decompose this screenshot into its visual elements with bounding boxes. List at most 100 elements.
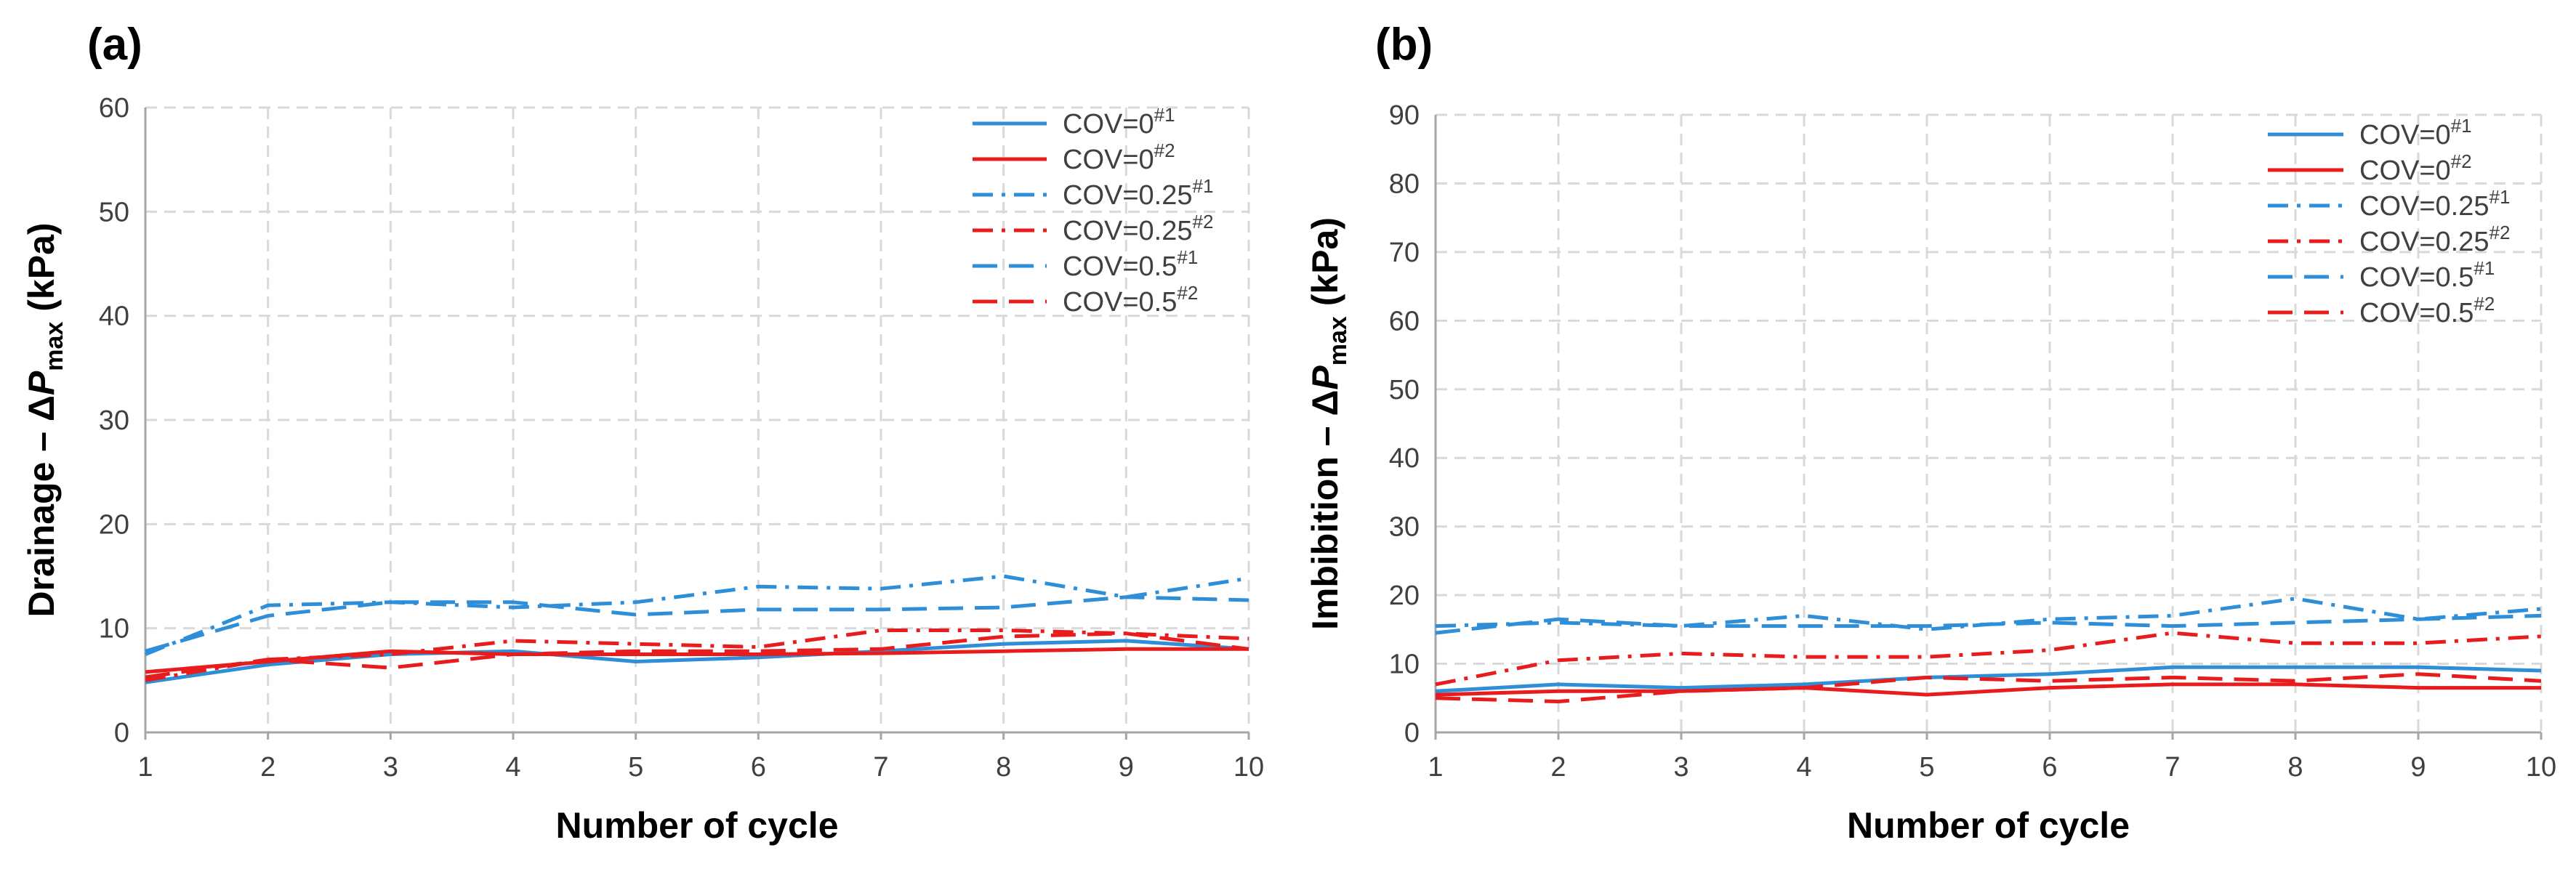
y-axis-title-subscript: max (1324, 316, 1352, 365)
x-tick-label: 8 (2287, 752, 2303, 783)
x-tick-label: 4 (505, 752, 520, 783)
x-tick-label: 2 (1550, 752, 1566, 783)
x-tick-label: 3 (1673, 752, 1689, 783)
y-tick-label: 60 (1389, 306, 1420, 336)
legend-entry: COV=0.5#1 (2359, 257, 2495, 293)
x-tick-label: 3 (383, 752, 398, 783)
x-tick-label: 4 (1796, 752, 1811, 783)
legend-entry-superscript: #1 (2490, 186, 2511, 208)
series-line-cov0-n1 (1435, 665, 2542, 693)
y-axis-title-prefix: Imbibition – Δ (1305, 390, 1345, 630)
legend-entry: COV=0.25#1 (2359, 186, 2510, 222)
x-axis-title: Number of cycle (555, 805, 838, 846)
x-tick-label: 5 (628, 752, 643, 783)
y-tick-label: 0 (1404, 718, 1420, 748)
legend-entry-label: COV=0.25 (2359, 191, 2490, 222)
y-axis-title: Drainage – ΔPmax (kPa) (21, 222, 68, 617)
series-line-cov025-n1 (145, 574, 1249, 656)
x-tick-label: 1 (1428, 752, 1443, 783)
series-line-cov025-n2 (145, 628, 1249, 682)
y-tick-label: 10 (1389, 650, 1420, 680)
legend-entry: COV=0.25#1 (1063, 175, 1213, 211)
legend-entry-superscript: #2 (1177, 282, 1198, 304)
legend-entry-label: COV=0.5 (1063, 251, 1177, 282)
legend-entry-label: COV=0.25 (1063, 216, 1193, 246)
y-tick-label: 20 (1389, 581, 1420, 611)
series-line-cov05-n1 (145, 595, 1249, 653)
legend-entry-label: COV=0.25 (1063, 180, 1193, 211)
legend-entry-superscript: #2 (1193, 211, 1214, 233)
y-axis-title-subscript: max (41, 322, 68, 371)
y-axis-title-variable: P (21, 371, 62, 395)
legend-entry: COV=0.25#2 (2359, 222, 2510, 257)
legend-entry-superscript: #1 (2474, 257, 2495, 279)
y-tick-label: 50 (1389, 375, 1420, 405)
y-axis-title-suffix: (kPa) (21, 222, 62, 321)
legend-entry-superscript: #1 (2451, 115, 2472, 137)
legend-entry: COV=0#1 (1063, 104, 1175, 140)
series-line-cov025-n2 (1435, 631, 2542, 687)
panel-label: (b) (1375, 20, 1433, 70)
legend: COV=0#1COV=0#2COV=0.25#1COV=0.25#2COV=0.… (973, 104, 1213, 318)
panel-label: (a) (87, 20, 142, 70)
legend-entry: COV=0#1 (2359, 115, 2472, 150)
legend: COV=0#1COV=0#2COV=0.25#1COV=0.25#2COV=0.… (2268, 115, 2510, 328)
x-axis-title: Number of cycle (1847, 805, 2130, 846)
y-axis-title-variable: P (1305, 365, 1345, 390)
legend-entry-superscript: #1 (1154, 104, 1175, 126)
y-tick-label: 30 (1389, 512, 1420, 543)
y-tick-label: 0 (114, 718, 129, 748)
y-tick-label: 10 (99, 614, 129, 644)
legend-entry: COV=0.5#1 (1063, 246, 1198, 282)
y-tick-label: 60 (99, 93, 129, 124)
x-tick-label: 7 (873, 752, 888, 783)
series-line-cov05-n2 (145, 631, 1249, 679)
chart-panel-b: (b) 0 10 20 30 40 50 60 70 80 90 1 2 3 4 5 6 7 8 9 10 Number … (1305, 20, 2556, 846)
x-tick-label: 9 (1119, 752, 1134, 783)
y-tick-label: 30 (99, 405, 129, 436)
legend-entry-superscript: #2 (2474, 293, 2495, 315)
legend-entry: COV=0.25#2 (1063, 211, 1213, 246)
x-tick-label: 10 (2526, 752, 2556, 783)
chart-panel-a: (a) 0 10 20 30 40 50 60 1 2 3 4 5 6 7 8 9 10 Number of cyc… (21, 20, 1264, 846)
y-tick-label: 70 (1389, 238, 1420, 268)
legend-entry-label: COV=0.25 (2359, 227, 2490, 257)
series-line-cov0-n1 (145, 639, 1249, 684)
x-tick-label: 1 (137, 752, 153, 783)
legend-entry-label: COV=0.5 (1063, 287, 1177, 318)
legend-entry-superscript: #2 (1154, 140, 1175, 161)
legend-entry-superscript: #1 (1177, 246, 1198, 268)
legend-entry: COV=0#2 (2359, 150, 2472, 186)
y-tick-label: 90 (1389, 100, 1420, 131)
y-axis-title-suffix: (kPa) (1305, 217, 1345, 316)
legend-entry: COV=0#2 (1063, 140, 1175, 175)
legend-entry-label: COV=0.5 (2359, 298, 2474, 328)
y-tick-label: 40 (1389, 443, 1420, 474)
legend-entry-superscript: #1 (1193, 175, 1214, 197)
legend-entry-label: COV=0 (1063, 109, 1154, 140)
x-tick-label: 8 (996, 752, 1011, 783)
legend-entry-label: COV=0 (1063, 145, 1154, 175)
y-tick-label: 40 (99, 302, 129, 332)
legend-entry: COV=0.5#2 (1063, 282, 1198, 318)
legend-entry-label: COV=0.5 (2359, 262, 2474, 293)
x-tick-label: 5 (1919, 752, 1934, 783)
x-tick-label: 2 (260, 752, 275, 783)
x-tick-label: 9 (2410, 752, 2426, 783)
legend-entry-label: COV=0 (2359, 155, 2451, 186)
legend-entry-superscript: #2 (2490, 222, 2511, 243)
legend-entry-label: COV=0 (2359, 120, 2451, 150)
y-tick-label: 80 (1389, 169, 1420, 199)
series-line-cov05-n2 (1435, 672, 2542, 703)
y-tick-label: 50 (99, 197, 129, 227)
y-axis-title: Imbibition – ΔPmax (kPa) (1305, 217, 1352, 630)
x-tick-label: 6 (2042, 752, 2057, 783)
legend-entry: COV=0.5#2 (2359, 293, 2495, 328)
series-line-cov0-n2 (1435, 682, 2541, 697)
y-axis-title-prefix: Drainage – Δ (21, 395, 62, 618)
y-tick-label: 20 (99, 509, 129, 540)
x-tick-label: 7 (2165, 752, 2180, 783)
series-line-cov05-n1 (1435, 613, 2542, 635)
x-tick-label: 6 (751, 752, 766, 783)
